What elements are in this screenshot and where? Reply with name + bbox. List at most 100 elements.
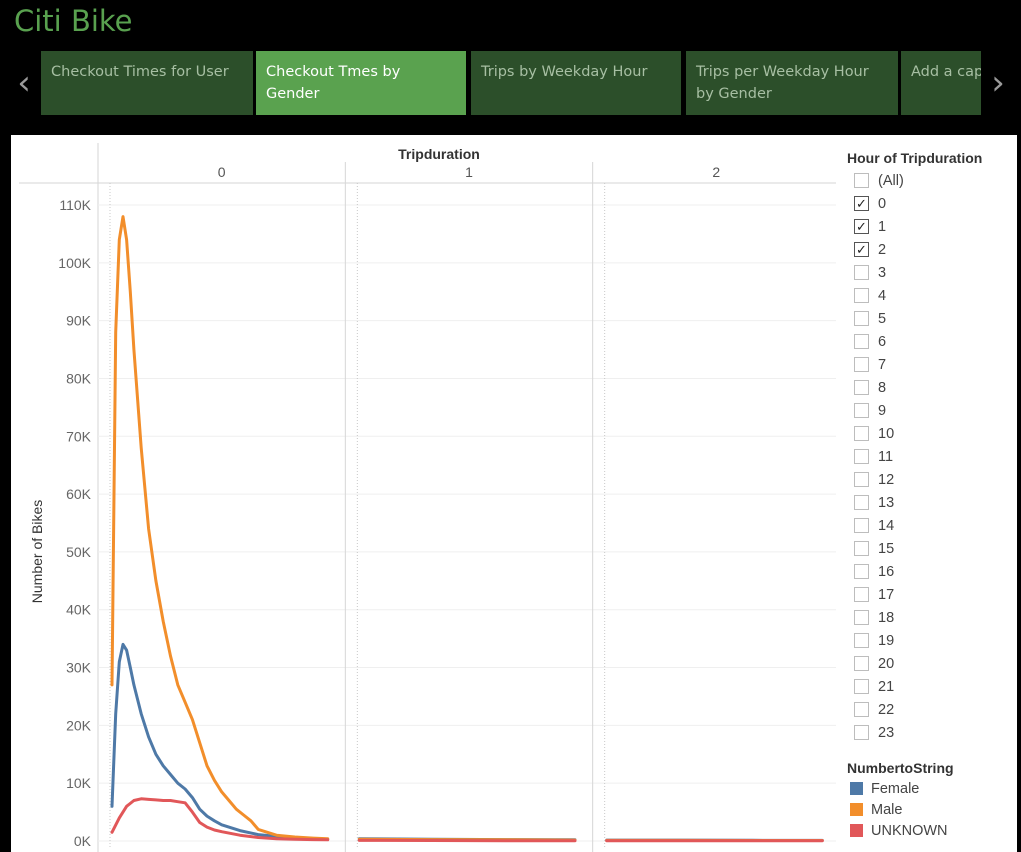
filter-option[interactable]: 23: [847, 721, 1017, 744]
filter-option[interactable]: 22: [847, 698, 1017, 721]
checkbox-unchecked-icon[interactable]: [854, 656, 869, 671]
tab-checkout-times-by-gender[interactable]: Checkout Tmes by Gender: [256, 51, 466, 115]
panel-header-label: 1: [465, 164, 473, 180]
y-tick-label: 90K: [66, 313, 92, 329]
filter-option[interactable]: ✓ 0: [847, 192, 1017, 215]
checkbox-unchecked-icon[interactable]: [854, 334, 869, 349]
checkbox-unchecked-icon[interactable]: [854, 173, 869, 188]
checkbox-unchecked-icon[interactable]: [854, 380, 869, 395]
filter-option[interactable]: 5: [847, 307, 1017, 330]
filter-option[interactable]: 8: [847, 376, 1017, 399]
tab-trips-by-weekday-hour[interactable]: Trips by Weekday Hour: [471, 51, 681, 115]
filter-option[interactable]: 15: [847, 537, 1017, 560]
filter-option[interactable]: 11: [847, 445, 1017, 468]
tab-checkout-times-for-user[interactable]: Checkout Times for User: [41, 51, 253, 115]
chevron-right-icon[interactable]: ›: [991, 63, 1005, 103]
chevron-left-icon[interactable]: ‹: [17, 63, 31, 103]
filter-option-label: 5: [878, 310, 887, 327]
filter-option[interactable]: 20: [847, 652, 1017, 675]
series-line-unknown: [110, 797, 330, 842]
checkbox-unchecked-icon[interactable]: [854, 679, 869, 694]
checkbox-unchecked-icon[interactable]: [854, 472, 869, 487]
y-tick-label: 50K: [66, 544, 92, 560]
filter-option-label: 20: [878, 655, 895, 672]
filter-option[interactable]: ✓ 2: [847, 238, 1017, 261]
y-tick-label: 60K: [66, 486, 92, 502]
filter-option-label: 10: [878, 425, 895, 442]
filter-option-label: 6: [878, 333, 887, 350]
checkbox-unchecked-icon[interactable]: [854, 449, 869, 464]
checkbox-unchecked-icon[interactable]: [854, 495, 869, 510]
line-chart: Tripduration 0K 10K 20K 30K 40K 50K 60K 70K 80K 90…: [19, 143, 836, 852]
legend-item[interactable]: Male: [847, 799, 1017, 820]
filter-option-label: 13: [878, 494, 895, 511]
checkbox-checked-icon[interactable]: ✓: [854, 219, 869, 234]
checkbox-unchecked-icon[interactable]: [854, 357, 869, 372]
app-title: Citi Bike: [14, 4, 133, 38]
legend-item[interactable]: UNKNOWN: [847, 820, 1017, 841]
filter-option[interactable]: 6: [847, 330, 1017, 353]
y-tick-label: 0K: [74, 833, 92, 849]
filter-option[interactable]: 17: [847, 583, 1017, 606]
checkbox-unchecked-icon[interactable]: [854, 564, 869, 579]
legend-label: Female: [871, 780, 920, 797]
filter-list: (All) ✓ 0 ✓ 1 ✓ 2 3 4 5 6 7 8 9 10 11 12 13 14 15 16 17 18 19 20…: [847, 169, 1017, 744]
legend-swatch: [850, 803, 863, 816]
filter-option-label: 23: [878, 724, 895, 741]
checkbox-unchecked-icon[interactable]: [854, 403, 869, 418]
checkbox-unchecked-icon[interactable]: [854, 288, 869, 303]
checkbox-unchecked-icon[interactable]: [854, 426, 869, 441]
legend-swatch: [850, 782, 863, 795]
series-line-male: [110, 215, 330, 841]
filter-option[interactable]: ✓ 1: [847, 215, 1017, 238]
y-axis-label: Number of Bikes: [29, 500, 45, 603]
checkbox-checked-icon[interactable]: ✓: [854, 242, 869, 257]
filter-option-label: 4: [878, 287, 887, 304]
filter-option[interactable]: 18: [847, 606, 1017, 629]
filter-option-label: (All): [878, 172, 904, 189]
filter-option[interactable]: 19: [847, 629, 1017, 652]
filter-option[interactable]: 4: [847, 284, 1017, 307]
checkbox-unchecked-icon[interactable]: [854, 518, 869, 533]
tab-trips-per-weekday-hour-by-gender[interactable]: Trips per Weekday Hour by Gender: [686, 51, 898, 115]
legend-swatch: [850, 824, 863, 837]
checkbox-unchecked-icon[interactable]: [854, 541, 869, 556]
filter-option[interactable]: 10: [847, 422, 1017, 445]
checkbox-unchecked-icon[interactable]: [854, 311, 869, 326]
checkbox-unchecked-icon[interactable]: [854, 587, 869, 602]
y-tick-label: 20K: [66, 717, 92, 733]
legend-label: UNKNOWN: [871, 822, 948, 839]
filter-option-label: 11: [878, 448, 894, 465]
checkbox-checked-icon[interactable]: ✓: [854, 196, 869, 211]
filter-option[interactable]: 21: [847, 675, 1017, 698]
legend-list: Female Male UNKNOWN: [847, 778, 1017, 841]
sidebar-legend: Hour of Tripduration (All) ✓ 0 ✓ 1 ✓ 2 3 4 5 6 7 8 9 1…: [847, 147, 1017, 841]
y-tick-label: 110K: [59, 197, 91, 213]
filter-option[interactable]: (All): [847, 169, 1017, 192]
column-header-title: Tripduration: [398, 146, 480, 162]
filter-option[interactable]: 14: [847, 514, 1017, 537]
panel-header-label: 0: [218, 164, 226, 180]
filter-option[interactable]: 9: [847, 399, 1017, 422]
filter-option[interactable]: 12: [847, 468, 1017, 491]
filter-option-label: 22: [878, 701, 895, 718]
filter-option-label: 8: [878, 379, 887, 396]
filter-option-label: 2: [878, 241, 887, 258]
panel-header-label: 2: [712, 164, 720, 180]
story-tabs: Checkout Times for User Checkout Tmes by…: [41, 51, 981, 115]
checkbox-unchecked-icon[interactable]: [854, 610, 869, 625]
filter-option[interactable]: 7: [847, 353, 1017, 376]
filter-option-label: 18: [878, 609, 895, 626]
checkbox-unchecked-icon[interactable]: [854, 725, 869, 740]
checkbox-unchecked-icon[interactable]: [854, 633, 869, 648]
filter-option[interactable]: 3: [847, 261, 1017, 284]
legend-item[interactable]: Female: [847, 778, 1017, 799]
checkbox-unchecked-icon[interactable]: [854, 265, 869, 280]
filter-option-label: 21: [878, 678, 895, 695]
checkbox-unchecked-icon[interactable]: [854, 702, 869, 717]
filter-option[interactable]: 16: [847, 560, 1017, 583]
filter-option[interactable]: 13: [847, 491, 1017, 514]
filter-option-label: 12: [878, 471, 895, 488]
tab-add-caption[interactable]: Add a capt: [901, 51, 981, 115]
series-line-female: [110, 642, 330, 841]
